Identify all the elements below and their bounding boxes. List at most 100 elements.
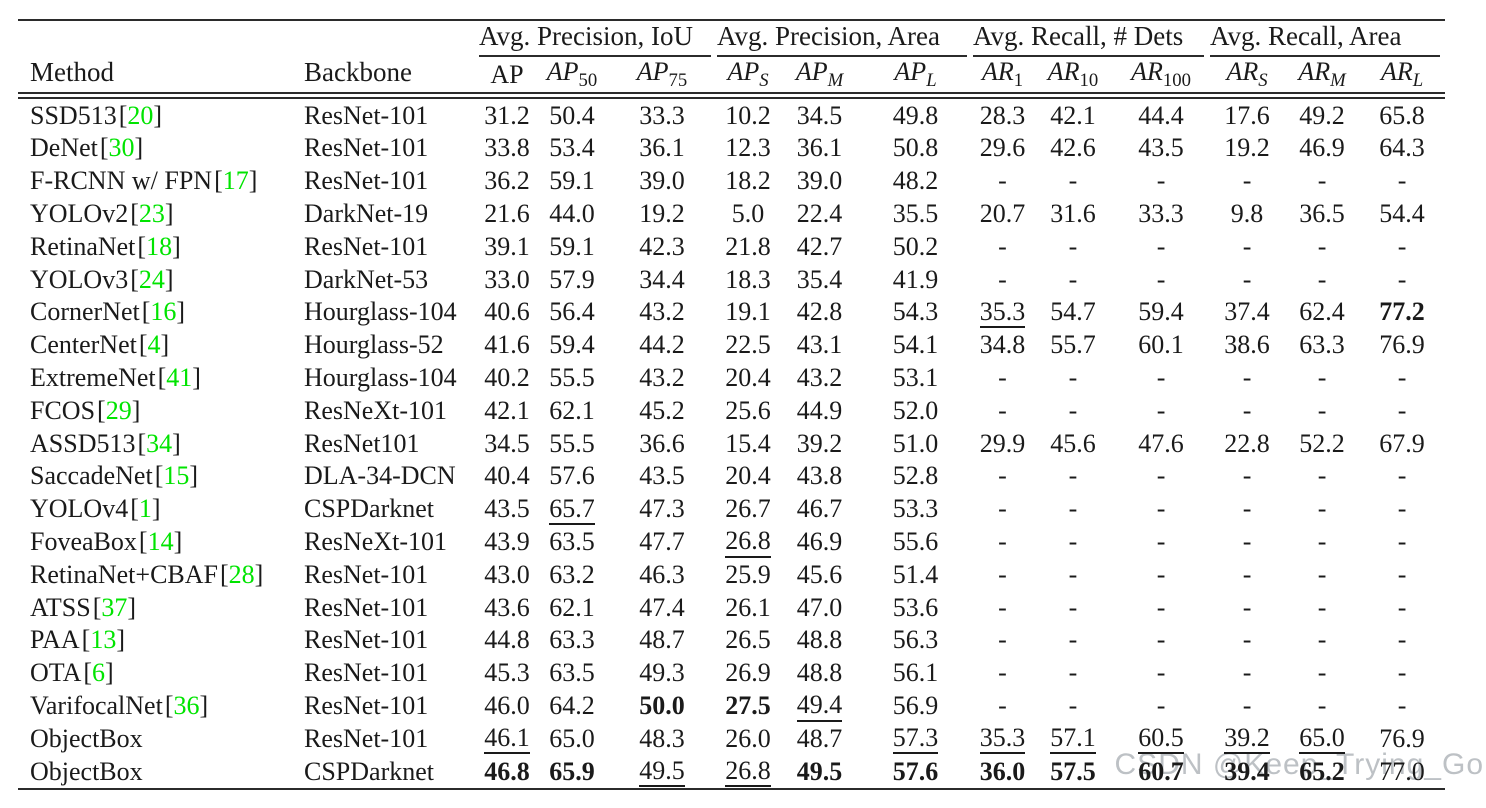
value-cell-ap: 31.2 <box>484 100 530 130</box>
backbone-name: ResNet101 <box>304 428 420 458</box>
value-cell-ars: - <box>1242 362 1252 392</box>
method-name: PAA <box>30 625 80 655</box>
value-cell-ar1: - <box>998 690 1007 720</box>
value-cell-ar1: 20.7 <box>979 198 1026 228</box>
value-cell-ap: 43.6 <box>484 592 530 622</box>
value-cell-ars: 19.2 <box>1224 133 1270 163</box>
value-cell-ap: 43.0 <box>484 559 530 589</box>
citation-ref: [1] <box>130 494 161 524</box>
value-cell-ars: - <box>1242 625 1252 655</box>
value-cell-ar10: - <box>1068 690 1078 720</box>
backbone-name: CSPDarknet <box>304 756 434 786</box>
citation-number: 13 <box>90 625 117 655</box>
value-cell-aps: 5.0 <box>731 198 765 228</box>
value-cell-ar10: 42.1 <box>1050 100 1096 130</box>
value-cell-apm: 22.4 <box>796 198 843 228</box>
value-cell-arm: - <box>1317 395 1327 425</box>
value-cell-ar1: 29.6 <box>979 133 1026 163</box>
value-cell-ap: 42.1 <box>484 395 530 425</box>
value-cell-ap75: 44.2 <box>639 330 685 360</box>
value-cell-arm: - <box>1317 625 1327 655</box>
value-cell-ar100: - <box>1156 362 1166 392</box>
value-cell-arm: - <box>1317 559 1327 589</box>
citation-number: 4 <box>147 330 161 360</box>
value-cell-ars: - <box>1242 559 1252 589</box>
value-cell-ar100: 60.1 <box>1138 330 1184 360</box>
value-cell-ar10: - <box>1068 166 1078 196</box>
value-cell-arm: - <box>1317 526 1327 556</box>
backbone-name: ResNet-101 <box>304 658 429 688</box>
value-cell-arl: 64.3 <box>1379 133 1425 163</box>
value-cell-ap50: 62.1 <box>549 592 595 622</box>
value-cell-arl: - <box>1397 231 1407 261</box>
value-cell-ar10: - <box>1068 231 1078 261</box>
col-header-ars: ARS <box>1226 57 1268 92</box>
backbone-cell: ResNet-101 <box>300 230 478 263</box>
value-cell-arl: - <box>1397 461 1407 491</box>
backbone-cell: Hourglass-52 <box>300 329 478 362</box>
backbone-cell: ResNeXt-101 <box>300 394 478 427</box>
value-cell-ar100: - <box>1156 231 1166 261</box>
col-header-ar100: AR100 <box>1131 57 1191 92</box>
table-row: OTA[6] ResNet-101 45.3 63.5 49.3 26.9 48… <box>18 657 1445 690</box>
value-cell-ar100: - <box>1156 625 1166 655</box>
backbone-cell: ResNet-101 <box>300 558 478 591</box>
detection-results-table: Method Backbone Avg. Precision, IoU Avg.… <box>18 19 1446 790</box>
results-table-container: Method Backbone Avg. Precision, IoU Avg.… <box>18 19 1446 790</box>
value-cell-ar1: - <box>998 625 1007 655</box>
backbone-name: ResNet-101 <box>304 166 429 196</box>
value-cell-ar1: - <box>998 461 1007 491</box>
value-cell-ars: - <box>1242 264 1252 294</box>
value-cell-ars: - <box>1242 395 1252 425</box>
value-cell-ap: 45.3 <box>484 658 530 688</box>
value-cell-ap: 40.4 <box>484 461 530 491</box>
value-cell-ars: 37.4 <box>1224 297 1270 327</box>
value-cell-aps: 19.1 <box>725 297 771 327</box>
backbone-name: ResNeXt-101 <box>304 526 447 556</box>
col-header-ap50: AP50 <box>546 57 598 92</box>
citation-ref: [36] <box>164 690 209 720</box>
method-name: RetinaNet <box>30 231 136 261</box>
value-cell-arm: - <box>1317 592 1327 622</box>
value-cell-ar10: 57.1 <box>1033 722 1113 755</box>
value-cell-ap75: 49.3 <box>639 658 685 688</box>
value-cell-arm: - <box>1317 166 1327 196</box>
method-cell: ATSS[37] <box>18 591 300 624</box>
value-cell-arm: 65.2 <box>1299 756 1345 786</box>
value-cell-ar10: - <box>1068 658 1078 688</box>
value-cell-arl: - <box>1397 625 1407 655</box>
citation-ref: [24] <box>130 264 174 294</box>
value-cell-apl: 54.3 <box>892 297 939 327</box>
value-cell-ar1: - <box>998 264 1007 294</box>
value-cell-ap: 46.1 <box>478 722 536 755</box>
value-cell-ap: 33.8 <box>484 133 530 163</box>
value-cell-ap50: 57.9 <box>549 264 595 294</box>
value-cell-ap: 33.0 <box>484 264 530 294</box>
backbone-cell: ResNet-101 <box>300 165 478 198</box>
value-cell-arl: - <box>1397 690 1407 720</box>
value-cell-ar100: - <box>1156 264 1166 294</box>
value-cell-ar100: - <box>1156 658 1166 688</box>
value-cell-ars: 9.8 <box>1230 198 1264 228</box>
col-header-ap: AP <box>490 59 524 89</box>
value-cell-ap: 43.9 <box>484 526 530 556</box>
value-cell-ap50: 63.2 <box>549 559 595 589</box>
value-cell-apm: 46.7 <box>796 494 843 524</box>
method-name: FCOS <box>30 395 96 425</box>
method-name: ATSS <box>30 592 91 622</box>
citation-number: 34 <box>146 428 173 458</box>
value-cell-ar10: 54.7 <box>1050 297 1096 327</box>
value-cell-ap75: 48.3 <box>639 723 685 753</box>
value-cell-ap: 39.1 <box>484 231 530 261</box>
value-cell-ars: 17.6 <box>1224 100 1270 130</box>
value-cell-ar1: 29.9 <box>979 428 1026 458</box>
value-cell-ar1: - <box>998 395 1007 425</box>
backbone-cell: ResNet101 <box>300 427 478 460</box>
value-cell-ars: 39.4 <box>1224 756 1270 786</box>
backbone-cell: ResNet-101 <box>300 96 478 132</box>
value-cell-apl: 57.6 <box>892 756 939 786</box>
table-row: RetinaNet+CBAF[28] ResNet-101 43.0 63.2 … <box>18 558 1445 591</box>
value-cell-ar100: 47.6 <box>1138 428 1184 458</box>
value-cell-aps: 26.5 <box>725 625 771 655</box>
table-row: PAA[13] ResNet-101 44.8 63.3 48.7 26.5 4… <box>18 624 1445 657</box>
